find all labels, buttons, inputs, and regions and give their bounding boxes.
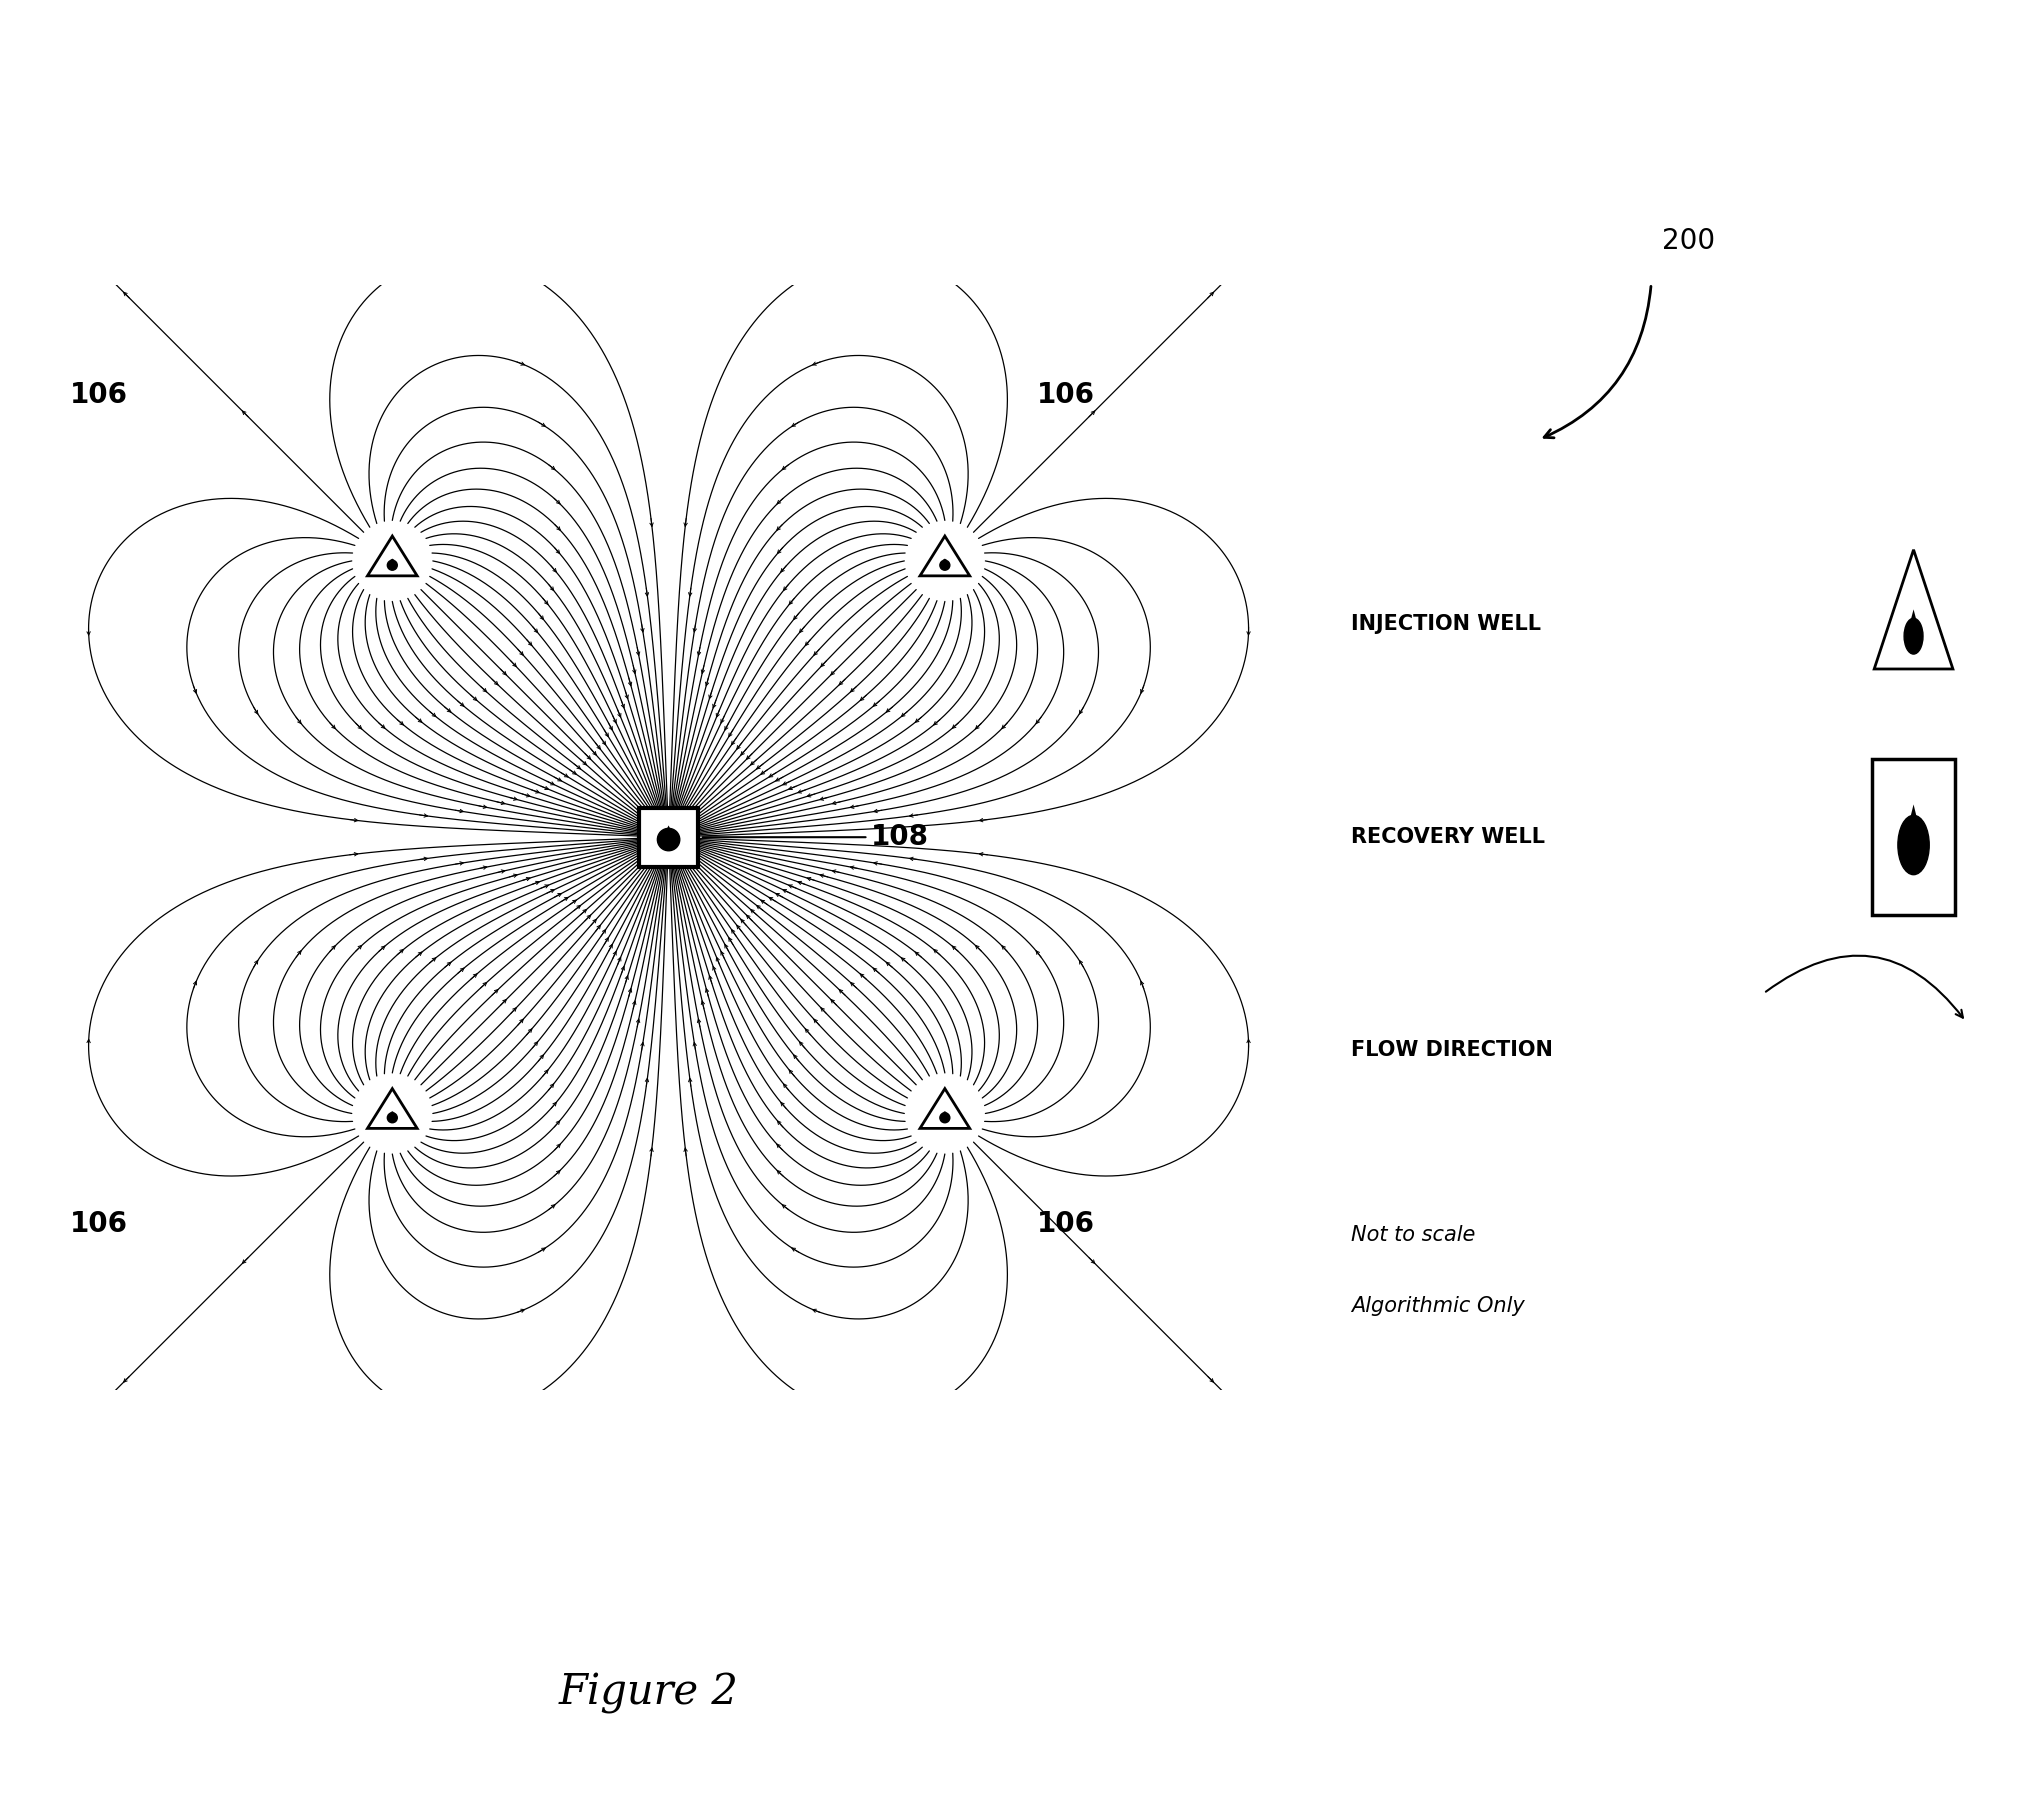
- Polygon shape: [367, 1088, 417, 1128]
- Text: 106: 106: [1037, 1210, 1094, 1238]
- Circle shape: [1898, 815, 1929, 875]
- Circle shape: [387, 1112, 397, 1123]
- Text: 106: 106: [71, 380, 128, 410]
- Text: 200: 200: [1661, 228, 1716, 255]
- Text: 106: 106: [71, 1210, 128, 1238]
- Text: Not to scale: Not to scale: [1351, 1225, 1475, 1245]
- Polygon shape: [920, 1088, 970, 1128]
- Text: RECOVERY WELL: RECOVERY WELL: [1351, 828, 1546, 846]
- Text: 108: 108: [703, 823, 930, 852]
- Text: 106: 106: [1037, 380, 1094, 410]
- Circle shape: [1904, 619, 1923, 653]
- Bar: [638, 808, 699, 866]
- Polygon shape: [920, 537, 970, 575]
- Circle shape: [940, 561, 950, 570]
- Text: Figure 2: Figure 2: [559, 1671, 737, 1714]
- Polygon shape: [1908, 610, 1919, 630]
- Polygon shape: [663, 826, 675, 839]
- Circle shape: [940, 1112, 950, 1123]
- FancyArrowPatch shape: [1544, 286, 1651, 439]
- Text: Algorithmic Only: Algorithmic Only: [1351, 1296, 1526, 1316]
- Bar: [1872, 759, 1955, 915]
- Text: INJECTION WELL: INJECTION WELL: [1351, 615, 1542, 633]
- Polygon shape: [1874, 550, 1953, 670]
- Polygon shape: [1904, 804, 1923, 841]
- Circle shape: [656, 828, 681, 850]
- Circle shape: [387, 561, 397, 570]
- Text: FLOW DIRECTION: FLOW DIRECTION: [1351, 1041, 1554, 1059]
- FancyArrowPatch shape: [1767, 956, 1963, 1017]
- Polygon shape: [367, 537, 417, 575]
